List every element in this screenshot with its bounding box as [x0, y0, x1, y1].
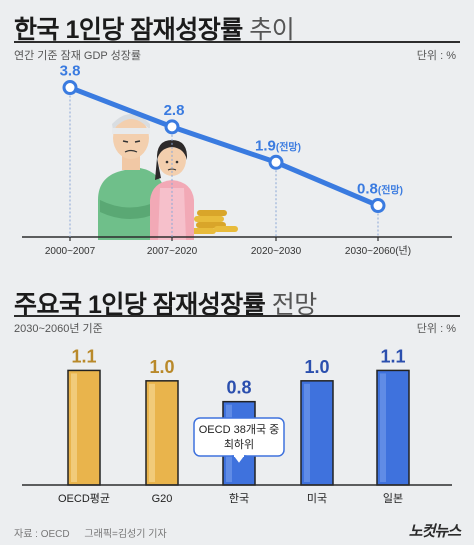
- data-point: [268, 154, 284, 170]
- data-label: 2.8: [164, 102, 185, 119]
- bar-value-label: 1.1: [71, 346, 96, 366]
- bar-category-label: OECD평균: [58, 492, 110, 505]
- coin-stack-icon: [190, 210, 238, 234]
- data-point: [62, 80, 78, 96]
- bar-chart-subtitle: 2030~2060년 기준: [14, 323, 103, 335]
- bar-value-label: 1.0: [304, 357, 329, 377]
- bar-category-label: 미국: [307, 492, 327, 505]
- bar-chart-title-bold: 주요국 1인당 잠재성장률: [14, 291, 266, 319]
- line-chart-unit: 단위 : %: [416, 50, 456, 62]
- series-line: [69, 85, 379, 208]
- bar-highlight: [304, 383, 310, 482]
- bar-category-label: 한국: [229, 492, 249, 505]
- data-label-suffix: (전망): [276, 140, 301, 153]
- publisher-logo: 노컷뉴스: [408, 523, 461, 540]
- source-text: 자료 : OECD: [14, 529, 70, 540]
- bar-category-label: G20: [152, 493, 173, 505]
- data-label: 0.8(전망): [357, 181, 403, 198]
- bar-category-label: 일본: [383, 491, 403, 505]
- woman-figure-icon: [150, 140, 194, 240]
- x-tick-label: 2007~2020: [147, 246, 198, 257]
- data-point: [164, 119, 180, 135]
- bar-value-label: 0.8: [226, 378, 251, 398]
- people-illustration: [98, 114, 238, 240]
- title-divider: [14, 315, 460, 317]
- bar-highlight: [149, 383, 155, 482]
- x-tick-label: 2020~2030: [251, 246, 302, 257]
- bar-value-label: 1.0: [149, 357, 174, 377]
- callout-pointer-mask: [234, 454, 244, 457]
- line-chart-title-bold: 한국 1인당 잠재성장률: [14, 16, 243, 44]
- credit-text: 그래픽=김성기 기자: [84, 529, 167, 540]
- callout-line2: 최하위: [224, 437, 254, 451]
- data-label: 3.8: [60, 63, 81, 80]
- data-label: 1.9(전망): [255, 137, 301, 154]
- man-figure-icon: [98, 114, 166, 240]
- x-tick-label: 2030~2060(년): [345, 245, 411, 257]
- bar-chart-title: 주요국 1인당 잠재성장률 전망: [14, 285, 317, 321]
- line-chart-title: 한국 1인당 잠재성장률 추이: [14, 10, 295, 46]
- callout-line1: OECD 38개국 중: [199, 423, 280, 436]
- line-chart-subtitle: 연간 기준 잠재 GDP 성장률: [14, 50, 141, 62]
- bar-value-label: 1.1: [380, 346, 405, 366]
- bar-chart-unit: 단위 : %: [416, 323, 456, 335]
- data-point: [370, 198, 386, 214]
- x-tick-label: 2000~2007: [45, 246, 96, 257]
- line-chart-title-light: 추이: [249, 16, 295, 44]
- footer-credits: 자료 : OECD 그래픽=김성기 기자: [14, 525, 179, 540]
- bar-highlight: [380, 373, 386, 482]
- bar-highlight: [71, 373, 77, 482]
- line-chart: 2000~2007 2007~2020 2020~2030 2030~2060(년) 3…: [22, 63, 452, 257]
- bar-chart: 1.1 OECD평균 1.0 G20 0.8 한국 1.0 미국 1.1 일본 OECD 38개국 …: [22, 346, 452, 505]
- data-label-suffix: (전망): [378, 184, 403, 197]
- bar-chart-title-light: 전망: [271, 291, 318, 319]
- title-divider: [14, 41, 460, 43]
